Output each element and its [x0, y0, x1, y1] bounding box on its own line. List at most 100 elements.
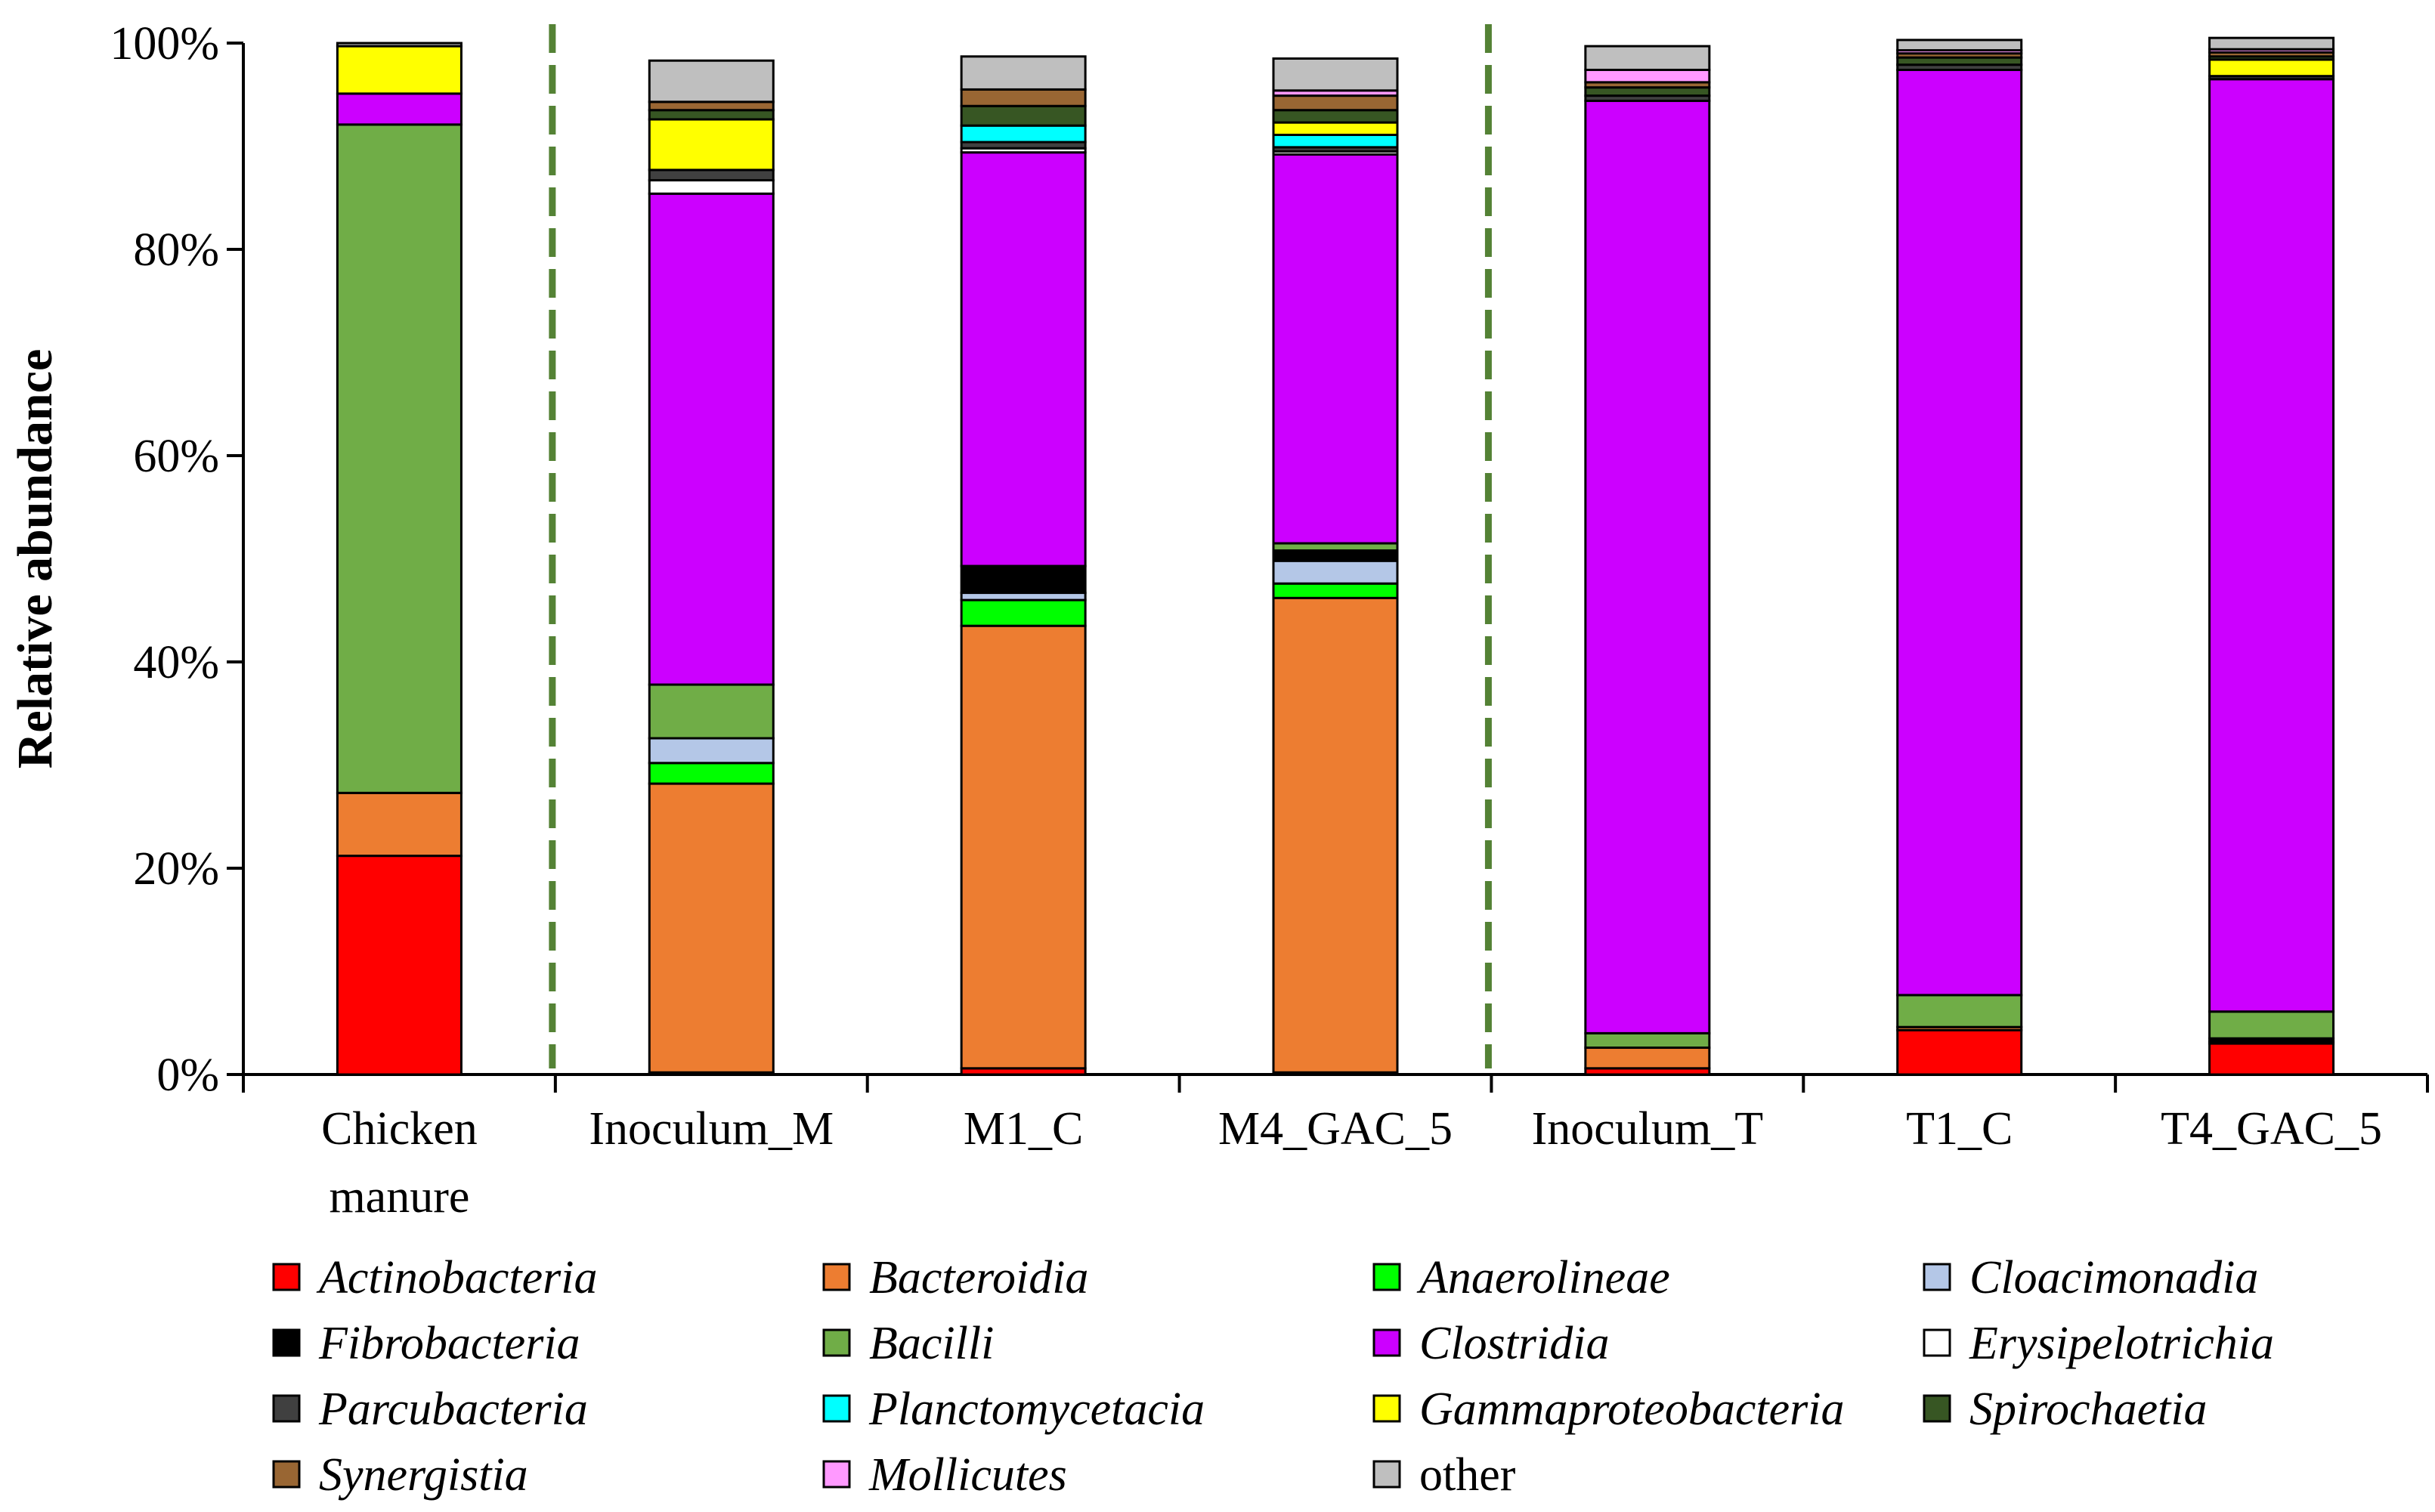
- legend-swatch-planctomycetacia: [822, 1394, 851, 1423]
- x-tick-label: M4_GAC_5: [1218, 1103, 1453, 1155]
- bar-segment-other-5: [1896, 39, 2023, 52]
- bar-segment-clostridia-0: [336, 92, 463, 126]
- bar-segment-spirochaetia-1: [648, 109, 775, 121]
- legend-swatch-spirochaetia: [1923, 1394, 1951, 1423]
- bar-segment-bacilli-0: [336, 123, 463, 794]
- x-tick-label: manure: [329, 1171, 469, 1223]
- bar-segment-fibrobacteria-2: [960, 564, 1087, 595]
- bar-segment-gammaproteobacteria-1: [648, 118, 775, 172]
- legend-label-other: other: [1419, 1449, 1516, 1501]
- bar-segment-spirochaetia-4: [1584, 86, 1711, 97]
- legend-swatch-other: [1372, 1460, 1401, 1489]
- bar-segment-bacteroidia-2: [960, 624, 1087, 1070]
- x-tick-label: Inoculum_T: [1532, 1103, 1764, 1155]
- bar-segment-synergistia-3: [1272, 94, 1399, 112]
- legend-label-actinobacteria: Actinobacteria: [316, 1252, 597, 1303]
- bar-segment-cloacimonadia-1: [648, 737, 775, 765]
- bar-segment-bacteroidia-4: [1584, 1047, 1711, 1070]
- bar-segment-planctomycetacia-3: [1272, 133, 1399, 149]
- legend-label-spirochaetia: Spirochaetia: [1969, 1384, 2208, 1435]
- legend-label-clostridia: Clostridia: [1419, 1318, 1610, 1369]
- bar-segment-clostridia-4: [1584, 99, 1711, 1034]
- bar-segment-cloacimonadia-3: [1272, 559, 1399, 585]
- legend-swatch-cloacimonadia: [1923, 1263, 1951, 1291]
- legend-label-planctomycetacia: Planctomycetacia: [868, 1384, 1205, 1435]
- legend-label-cloacimonadia: Cloacimonadia: [1969, 1252, 2258, 1303]
- bar-segment-bacteroidia-3: [1272, 596, 1399, 1074]
- bar-segment-parcubacteria-1: [648, 169, 775, 182]
- legend-label-mollicutes: Mollicutes: [868, 1449, 1067, 1501]
- y-axis-title: Relative abundance: [8, 349, 63, 769]
- legend-swatch-fibrobacteria: [272, 1328, 301, 1357]
- bar-segment-other-3: [1272, 57, 1399, 92]
- y-tick-label: 40%: [133, 637, 219, 688]
- bar-segment-synergistia-1: [648, 100, 775, 112]
- legend-swatch-mollicutes: [822, 1460, 851, 1489]
- bar-segment-fibrobacteria-3: [1272, 549, 1399, 562]
- y-tick-label: 20%: [133, 843, 219, 895]
- bar-segment-clostridia-3: [1272, 153, 1399, 545]
- legend: Actinobacteria Bacteroidia Anaerolineae Clo…: [272, 1252, 2274, 1501]
- bar-segment-other-1: [648, 59, 775, 104]
- bar-segment-planctomycetacia-2: [960, 124, 1087, 144]
- bar-segment-clostridia-1: [648, 192, 775, 686]
- legend-label-bacilli: Bacilli: [869, 1318, 994, 1369]
- bar-segment-other-4: [1584, 45, 1711, 71]
- bars-layer: [336, 36, 2335, 1076]
- bar-segment-bacilli-4: [1584, 1031, 1711, 1050]
- y-tick-label: 100%: [110, 18, 219, 70]
- legend-label-gammaproteobacteria: Gammaproteobacteria: [1419, 1384, 1845, 1435]
- legend-swatch-anaerolineae: [1372, 1263, 1401, 1291]
- x-tick-label: T4_GAC_5: [2161, 1103, 2382, 1155]
- legend-swatch-erysipelotrichia: [1923, 1328, 1951, 1357]
- x-tick-label: Inoculum_M: [589, 1103, 834, 1155]
- y-tick-label: 0%: [156, 1050, 219, 1101]
- y-tick-label: 80%: [133, 224, 219, 276]
- labels-layer: 0% 20% 40% 60% 80% 100% Relative abundance Chic…: [8, 18, 2382, 1223]
- bar-segment-actinobacteria-6: [2208, 1042, 2335, 1076]
- bar-segment-gammaproteobacteria-3: [1272, 121, 1399, 136]
- bar-segment-bacteroidia-0: [336, 791, 463, 858]
- bar-segment-spirochaetia-2: [960, 104, 1087, 127]
- legend-swatch-parcubacteria: [272, 1394, 301, 1423]
- legend-label-parcubacteria: Parcubacteria: [318, 1384, 588, 1435]
- legend-label-synergistia: Synergistia: [319, 1449, 528, 1501]
- legend-swatch-gammaproteobacteria: [1372, 1394, 1401, 1423]
- y-tick-label: 60%: [133, 431, 219, 482]
- legend-swatch-bacilli: [822, 1328, 851, 1357]
- separators-layer: [549, 24, 1492, 1068]
- legend-swatch-bacteroidia: [822, 1263, 851, 1291]
- x-tick-label: M1_C: [964, 1103, 1083, 1155]
- bar-segment-other-2: [960, 55, 1087, 91]
- legend-label-anaerolineae: Anaerolineae: [1416, 1252, 1670, 1303]
- bar-segment-anaerolineae-1: [648, 762, 775, 785]
- legend-swatch-actinobacteria: [272, 1263, 301, 1291]
- bar-segment-gammaproteobacteria-6: [2208, 58, 2335, 78]
- bar-segment-bacilli-6: [2208, 1010, 2335, 1040]
- legend-label-erysipelotrichia: Erysipelotrichia: [1969, 1318, 2274, 1369]
- bar-segment-anaerolineae-2: [960, 598, 1087, 627]
- bar-segment-other-6: [2208, 36, 2335, 51]
- x-tick-label: Chicken: [321, 1103, 478, 1155]
- bar-segment-clostridia-5: [1896, 68, 2023, 997]
- bar-segment-synergistia-2: [960, 88, 1087, 107]
- bar-segment-bacteroidia-1: [648, 782, 775, 1074]
- legend-swatch-synergistia: [272, 1460, 301, 1489]
- bar-segment-bacilli-5: [1896, 994, 2023, 1028]
- bar-segment-anaerolineae-3: [1272, 582, 1399, 599]
- bar-segment-clostridia-2: [960, 151, 1087, 567]
- bar-segment-bacilli-1: [648, 683, 775, 740]
- bar-segment-actinobacteria-0: [336, 855, 463, 1076]
- bar-segment-mollicutes-4: [1584, 68, 1711, 84]
- legend-label-bacteroidia: Bacteroidia: [869, 1252, 1088, 1303]
- bar-segment-erysipelotrichia-1: [648, 179, 775, 195]
- x-tick-label: T1_C: [1906, 1103, 2013, 1155]
- legend-swatch-clostridia: [1372, 1328, 1401, 1357]
- bar-segment-actinobacteria-5: [1896, 1028, 2023, 1076]
- legend-label-fibrobacteria: Fibrobacteria: [318, 1318, 580, 1369]
- bar-segment-clostridia-6: [2208, 78, 2335, 1013]
- bar-segment-other-0: [336, 42, 463, 48]
- bar-segment-gammaproteobacteria-0: [336, 45, 463, 95]
- bar-segment-spirochaetia-3: [1272, 109, 1399, 124]
